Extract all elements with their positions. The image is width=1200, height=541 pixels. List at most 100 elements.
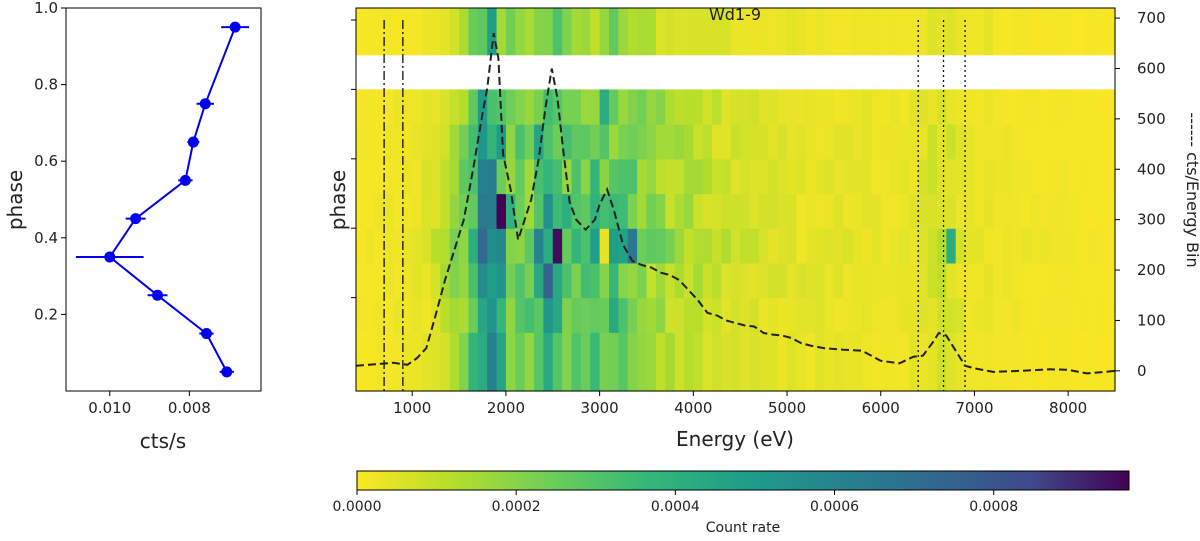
heatmap-cell <box>655 89 666 125</box>
heatmap-cell <box>843 89 854 125</box>
heatmap-cell <box>843 193 854 229</box>
heatmap-cell <box>590 193 601 229</box>
heatmap-cell <box>899 158 910 195</box>
heatmap-cell <box>852 193 863 229</box>
heatmap-cell <box>796 228 807 264</box>
heatmap-cell <box>609 262 619 299</box>
heatmap-cell <box>1002 89 1013 125</box>
heatmap-cell <box>618 124 629 160</box>
heatmap-cell <box>730 124 741 160</box>
heatmap-cell <box>356 297 366 333</box>
heatmap-cell <box>918 158 929 195</box>
heatmap-cell <box>393 262 404 299</box>
heatmap-cell <box>665 332 676 392</box>
heatmap-cell <box>693 158 704 195</box>
heatmap-cell <box>543 158 554 195</box>
heatmap-cell <box>974 262 985 299</box>
heatmap-cell <box>637 124 648 160</box>
heatmap-cell <box>468 332 479 392</box>
heatmap-cell <box>955 228 966 264</box>
heatmap-cell <box>496 193 507 229</box>
heatmap-cell <box>1086 89 1097 125</box>
heatmap-cell <box>918 332 929 392</box>
heatmap-cell <box>815 89 826 125</box>
heatmap-cell <box>1030 297 1041 333</box>
heatmap-cell <box>815 228 826 264</box>
heatmap-cell <box>356 158 366 195</box>
heatmap-cell <box>609 89 619 125</box>
heatmap-cell <box>1011 228 1022 264</box>
heatmap-cell <box>824 124 835 160</box>
colorbar-label: Count rate <box>706 520 780 536</box>
heatmap-cell <box>880 297 891 333</box>
heatmap-cell <box>1068 89 1079 125</box>
heatmap-cell <box>646 158 657 195</box>
heatmap-cell <box>815 262 826 299</box>
heatmap-cell <box>1040 262 1051 299</box>
heatmap-cell <box>1068 332 1079 392</box>
heatmap-cell <box>768 89 779 125</box>
heatmap-cell <box>740 124 751 160</box>
heatmap-cell <box>824 8 835 56</box>
heatmap-cell <box>824 262 835 299</box>
heatmap-cell <box>384 228 395 264</box>
heatmap-cell <box>946 193 957 229</box>
heatmap-cell <box>412 124 423 160</box>
heatmap-cell <box>440 124 451 160</box>
heatmap-cell <box>1021 193 1032 229</box>
phase-profile-point-1 <box>200 328 212 340</box>
heatmap-cell <box>768 158 779 195</box>
heatmap-cell <box>496 8 507 56</box>
heatmap-cell <box>787 332 798 392</box>
heatmap-cell <box>674 332 685 392</box>
heatmap-cell <box>993 8 1004 56</box>
heatmap-cell <box>927 8 938 56</box>
heatmap-cell <box>965 228 976 264</box>
heatmap-cell <box>430 332 441 392</box>
heatmap-cell <box>927 228 938 264</box>
heatmap-cell <box>936 89 947 125</box>
heatmap-cell <box>730 262 741 299</box>
heatmap-cell <box>440 8 451 56</box>
heatmap-cell <box>637 297 648 333</box>
heatmap-cell <box>1068 193 1079 229</box>
heatmap-cell <box>712 228 723 264</box>
heatmap-cell <box>459 124 470 160</box>
phase-profile-y-tick-label: 1.0 <box>34 0 58 17</box>
heatmap-cell <box>871 262 882 299</box>
heatmap-cell <box>505 8 516 56</box>
heatmap-cell <box>562 193 573 229</box>
heatmap-cell <box>890 158 901 195</box>
heatmap-cell <box>515 297 526 333</box>
heatmap-cell <box>749 297 760 333</box>
heatmap-cell <box>824 297 835 333</box>
heatmap-cell <box>421 262 432 299</box>
heatmap-cell <box>1086 158 1097 195</box>
heatmap-cell <box>1049 332 1060 392</box>
phase-profile-chart: 0.2 0.4 0.6 0.8 1.0 0.010 0.008 phase cts/s <box>3 0 262 453</box>
heatmap-cell <box>1030 332 1041 392</box>
heatmap-cell <box>505 297 516 333</box>
heatmap-cell <box>890 193 901 229</box>
heatmap-cell <box>393 332 404 392</box>
heatmap-cell <box>627 89 638 125</box>
heatmap-cell <box>356 262 366 299</box>
heatmap-cell <box>974 158 985 195</box>
heatmap-cell <box>1030 124 1041 160</box>
heatmap-cell <box>646 89 657 125</box>
phase-profile-y-tick-label: 0.4 <box>34 229 58 247</box>
heatmap-cell <box>374 332 385 392</box>
heatmap-cell <box>1002 193 1013 229</box>
heatmap-cell <box>505 228 516 264</box>
heatmap-cell <box>440 193 451 229</box>
heatmap-cell <box>1011 124 1022 160</box>
heatmap-cell <box>665 158 676 195</box>
heatmap-cell <box>449 124 460 160</box>
heatmap-cell <box>712 262 723 299</box>
heatmap-cell <box>693 124 704 160</box>
heatmap-cell <box>421 124 432 160</box>
heatmap-cell <box>805 193 816 229</box>
heatmap-cell <box>421 158 432 195</box>
heatmap-cell <box>571 332 582 392</box>
heatmap-cell <box>683 262 694 299</box>
